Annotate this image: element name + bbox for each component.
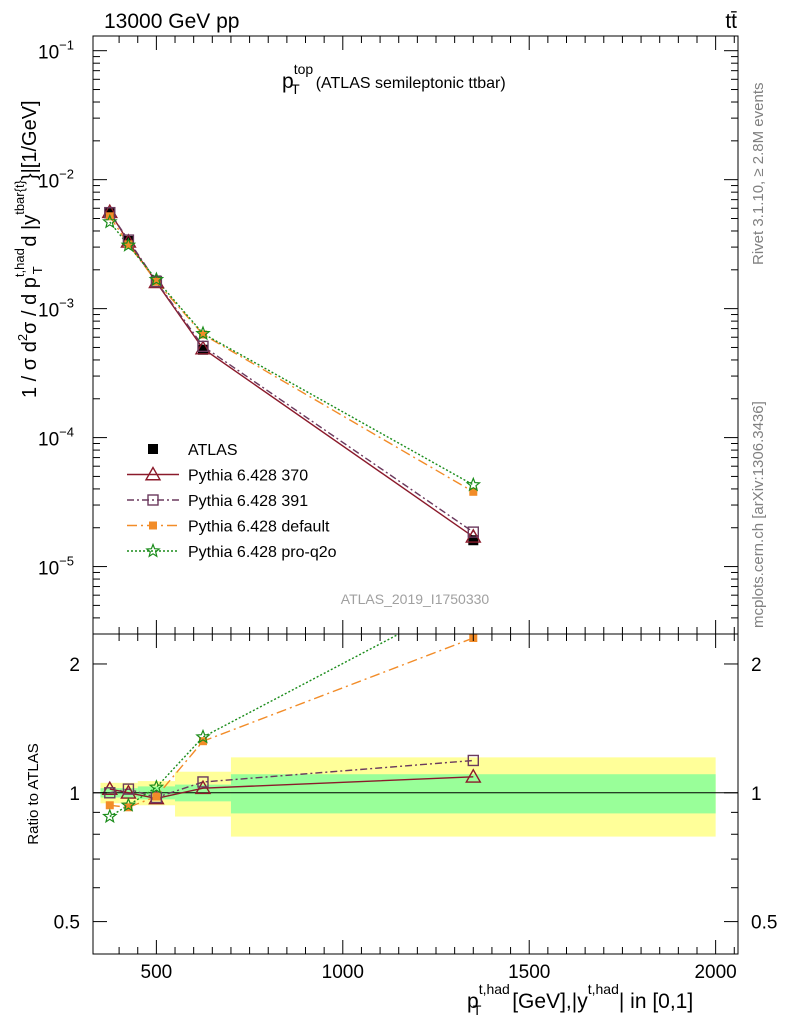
rivet-version-label: Rivet 3.1.10, ≥ 2.8M events <box>750 83 767 266</box>
legend-entry-label: ATLAS <box>188 442 238 459</box>
data-point <box>467 526 479 538</box>
header-process-label: tt̄ <box>725 10 737 33</box>
legend-marker <box>145 542 161 558</box>
data-point <box>468 535 479 546</box>
header-energy-label: 13000 GeV pp <box>104 10 239 33</box>
ratio-y-tick-label-left: 1 <box>69 784 80 805</box>
data-point <box>148 271 165 287</box>
main-y-axis-label: 1 / σ d2σ / d pt,had T d |ytbar{t}}|[1/Ge… <box>12 100 45 398</box>
analysis-watermark: ATLAS_2019_I1750330 <box>341 591 490 607</box>
ratio-data-point <box>150 791 163 804</box>
ratio-data-point <box>467 754 479 767</box>
series-line <box>109 221 474 486</box>
ratio-data-point <box>105 801 114 810</box>
ratio-data-point <box>102 808 118 824</box>
ratio-data-point <box>120 797 137 812</box>
x-tick-label: 500 <box>141 962 173 983</box>
data-point <box>150 275 163 288</box>
uncertainty-band-stat <box>230 774 716 814</box>
ratio-data-point <box>197 776 209 788</box>
series-line <box>109 215 474 493</box>
ratio-y-axis-label: Ratio to ATLAS <box>25 743 42 844</box>
ratio-data-point <box>198 737 207 746</box>
ratio-uncertainty-bands <box>93 757 738 837</box>
plot-title: ptop T (ATLAS semileptonic ttbar) <box>282 61 506 97</box>
data-point <box>465 476 482 492</box>
data-point <box>152 277 161 286</box>
ratio-data-point <box>148 779 165 794</box>
x-tick-label: 2000 <box>694 962 736 983</box>
data-point <box>102 213 118 229</box>
ratio-data-point <box>465 768 482 783</box>
series-line <box>109 211 474 538</box>
data-point <box>465 528 482 543</box>
data-point <box>194 340 212 355</box>
ratio-plot-panel: 0.5 0.5 1 1 2 2 500 1000 1500 2000 Ratio to ATLA… <box>25 633 778 1018</box>
mcplots-reference-label: mcplots.cern.ch [arXiv:1306.3436] <box>750 401 767 628</box>
ratio-y-tick-label-left: 0.5 <box>54 913 80 934</box>
main-axis-ticks <box>93 36 738 635</box>
data-point <box>195 325 211 341</box>
legend: ATLAS Pythia 6.428 370 Pythia 6.428 391 Pyt… <box>127 442 337 561</box>
ratio-y-tick-labels: 0.5 0.5 1 1 2 2 <box>54 655 778 934</box>
main-y-tick-label: 10−4 <box>38 425 74 451</box>
data-point <box>197 340 209 353</box>
main-y-tick-label: 10−2 <box>38 167 74 193</box>
x-tick-labels: 500 1000 1500 2000 <box>141 962 737 983</box>
ratio-y-tick-label-right: 0.5 <box>751 913 777 934</box>
main-y-tick-label: 10−5 <box>38 554 74 580</box>
main-y-tick-label: 10−3 <box>38 296 74 322</box>
x-tick-label: 1000 <box>322 962 364 983</box>
series-line <box>109 212 474 533</box>
legend-entry-label: Pythia 6.428 391 <box>188 493 308 510</box>
ratio-series-line <box>109 634 401 818</box>
ratio-data-point <box>195 728 211 744</box>
main-series-lines <box>109 211 474 538</box>
legend-entry-label: Pythia 6.428 pro-q2o <box>188 544 337 561</box>
ratio-y-tick-label-right: 2 <box>751 655 762 676</box>
main-series-markers <box>101 203 482 546</box>
ratio-plot-frame <box>92 633 739 955</box>
legend-marker <box>148 444 158 454</box>
main-y-tick-label: 10−1 <box>38 38 74 64</box>
ratio-y-tick-label-right: 1 <box>751 784 762 805</box>
main-plot-panel: 10−5 10−4 10−3 10−2 10−1 ptop T (ATLAS semilep… <box>12 35 739 635</box>
ratio-y-tick-label-left: 2 <box>69 655 80 676</box>
x-axis-label: pt,had T [GeV],|yt,had| in [0,1] <box>467 981 693 1018</box>
data-point <box>469 487 478 496</box>
legend-entry-label: Pythia 6.428 370 <box>188 468 308 485</box>
legend-entry-label: Pythia 6.428 default <box>188 519 330 536</box>
legend-marker <box>147 494 159 506</box>
data-point <box>120 237 137 252</box>
main-y-tick-labels: 10−5 10−4 10−3 10−2 10−1 <box>38 38 74 580</box>
legend-marker <box>144 466 162 481</box>
ratio-data-point <box>122 783 135 795</box>
data-point <box>197 344 208 355</box>
x-tick-label: 1500 <box>508 962 550 983</box>
data-point <box>124 240 133 249</box>
data-point <box>198 330 207 339</box>
ratio-data-point <box>124 803 133 812</box>
ratio-data-point <box>152 792 161 801</box>
ratio-axis-ticks <box>93 634 738 954</box>
legend-marker <box>149 521 157 530</box>
